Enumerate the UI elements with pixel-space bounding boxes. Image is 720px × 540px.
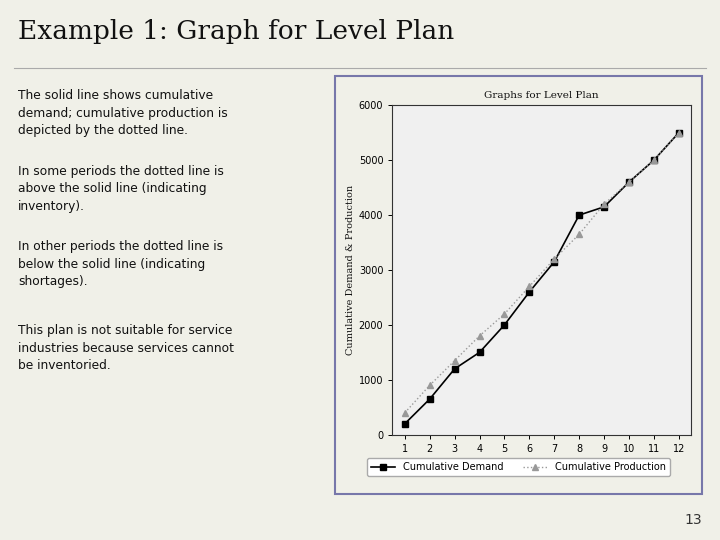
Cumulative Production (600, 201, 608, 207)
Text: In other periods the dotted line is
below the solid line (indicating
shortages).: In other periods the dotted line is belo… (18, 240, 223, 288)
Cumulative Production (675, 130, 683, 136)
Cumulative Production (475, 333, 484, 339)
Cumulative Demand (675, 130, 683, 136)
Line: Cumulative Demand: Cumulative Demand (402, 130, 682, 427)
Cumulative Production (625, 179, 634, 185)
Cumulative Demand (525, 289, 534, 295)
Cumulative Production (575, 231, 583, 238)
X-axis label: Month: Month (523, 458, 560, 468)
Text: The solid line shows cumulative
demand; cumulative production is
depicted by the: The solid line shows cumulative demand; … (18, 89, 228, 137)
Cumulative Production (649, 157, 658, 164)
Text: 13: 13 (685, 512, 702, 526)
Cumulative Demand (426, 396, 434, 402)
Cumulative Demand (649, 157, 658, 164)
Y-axis label: Cumulative Demand & Production: Cumulative Demand & Production (346, 185, 354, 355)
Legend: Cumulative Demand, Cumulative Production: Cumulative Demand, Cumulative Production (367, 458, 670, 476)
Cumulative Demand (550, 259, 559, 265)
Title: Graphs for Level Plan: Graphs for Level Plan (485, 91, 599, 100)
Cumulative Demand (450, 366, 459, 372)
Cumulative Production (400, 409, 409, 416)
Cumulative Production (550, 256, 559, 262)
Text: Example 1: Graph for Level Plan: Example 1: Graph for Level Plan (18, 19, 454, 44)
Cumulative Demand (575, 212, 583, 218)
Text: In some periods the dotted line is
above the solid line (indicating
inventory).: In some periods the dotted line is above… (18, 165, 224, 213)
Line: Cumulative Production: Cumulative Production (402, 130, 682, 415)
Cumulative Production (450, 357, 459, 364)
Cumulative Demand (400, 421, 409, 427)
Cumulative Demand (600, 204, 608, 210)
Cumulative Production (525, 283, 534, 289)
Cumulative Demand (625, 179, 634, 185)
Cumulative Demand (500, 322, 509, 328)
Text: This plan is not suitable for service
industries because services cannot
be inve: This plan is not suitable for service in… (18, 324, 234, 372)
Cumulative Demand (475, 349, 484, 356)
Cumulative Production (500, 310, 509, 317)
Cumulative Production (426, 382, 434, 389)
